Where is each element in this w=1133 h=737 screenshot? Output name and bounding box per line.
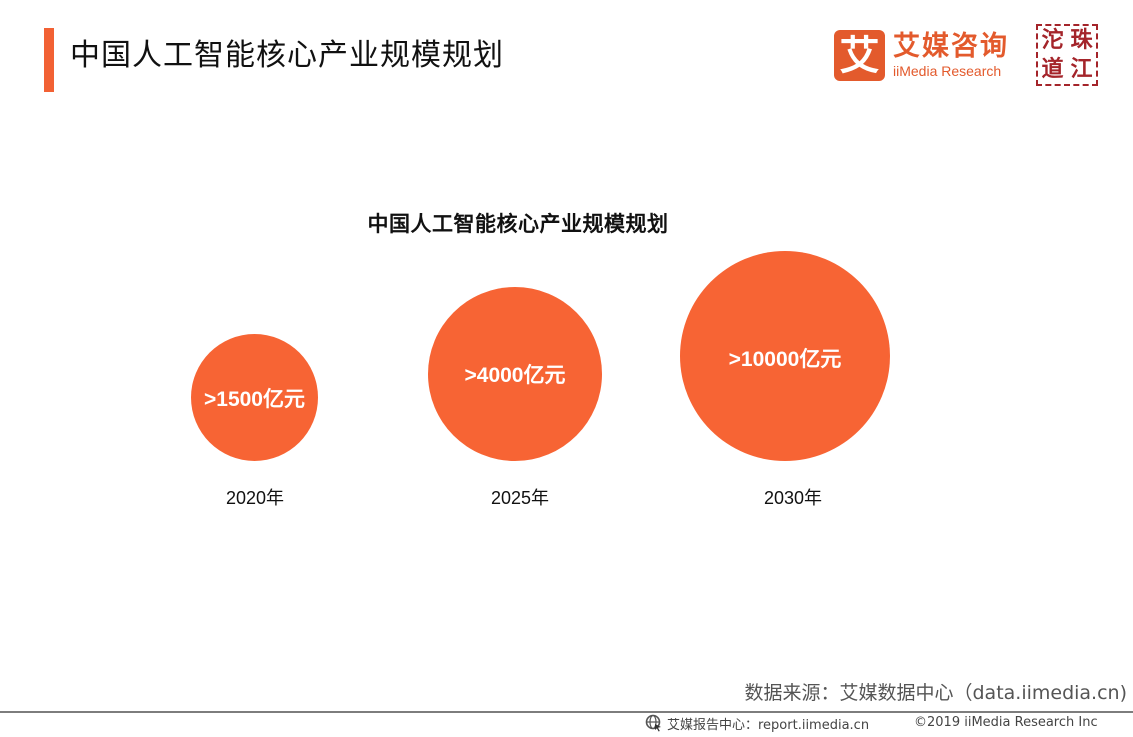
data-source-note: 数据来源：艾媒数据中心（data.iimedia.cn) — [744, 682, 1127, 704]
bubble-2025: >4000亿元 — [428, 287, 602, 461]
bubble-value-label: >4000亿元 — [464, 364, 566, 387]
title-accent-bar — [44, 28, 54, 92]
page-title: 中国人工智能核心产业规模规划 — [70, 38, 504, 73]
seal-stamp-icon: 沱 珠 道 江 — [1036, 24, 1098, 86]
bubble-2030: >10000亿元 — [680, 251, 890, 461]
brand-logo: 艾 艾媒咨询 iiMedia Research — [834, 30, 1009, 81]
bubble-value-label: >10000亿元 — [728, 348, 842, 371]
year-label-2025: 2025年 — [490, 488, 550, 508]
seal-char: 江 — [1070, 56, 1093, 82]
brand-mark-icon: 艾 — [834, 30, 885, 81]
report-center-link[interactable]: 艾媒报告中心：report.iimedia.cn — [645, 713, 869, 733]
chart-title: 中国人工智能核心产业规模规划 — [367, 212, 669, 236]
copyright: ©2019 iiMedia Research Inc — [914, 715, 1098, 730]
brand-name-en: iiMedia Research — [893, 62, 1002, 79]
year-label-2020: 2020年 — [225, 488, 285, 508]
seal-char: 珠 — [1070, 27, 1093, 53]
bubble-value-label: >1500亿元 — [204, 387, 305, 411]
footer-divider — [0, 711, 1133, 713]
year-label-2030: 2030年 — [763, 488, 823, 508]
seal-char: 道 — [1041, 56, 1064, 82]
seal-char: 沱 — [1041, 27, 1064, 53]
report-center-text: 艾媒报告中心：report.iimedia.cn — [667, 717, 870, 733]
globe-cursor-icon — [645, 714, 661, 732]
brand-name-cn: 艾媒咨询 — [893, 30, 1009, 62]
bubble-2020: >1500亿元 — [191, 334, 318, 461]
